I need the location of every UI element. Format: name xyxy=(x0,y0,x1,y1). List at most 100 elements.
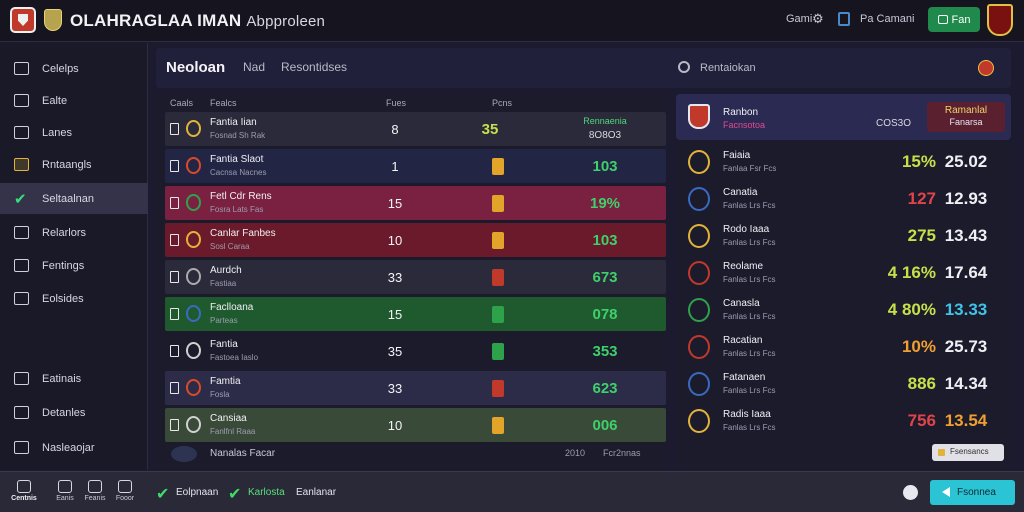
table-row[interactable]: Famtia Fosla 33 623 xyxy=(165,371,666,405)
status-label[interactable]: Eolpnaan xyxy=(176,487,219,498)
match-row[interactable]: Canasla Fanlas Lrs Fcs 4 80% 13.33 xyxy=(676,292,1011,328)
home-icon xyxy=(14,372,29,385)
check-icon: ✔ xyxy=(228,486,242,503)
col-header[interactable]: Caals xyxy=(170,98,194,108)
match-odds: 25.02 xyxy=(944,152,988,171)
col-header[interactable]: Fues xyxy=(386,98,407,108)
sidebar-item[interactable]: Rntaangls xyxy=(0,149,148,180)
footer-text[interactable]: Nanalas Facar xyxy=(210,448,276,459)
rank-icon xyxy=(170,197,179,209)
bottom-nav-label: Fooor xyxy=(115,495,135,502)
sidebar-item[interactable]: Detanles xyxy=(0,397,148,428)
team-crest-icon xyxy=(688,335,710,359)
match-code: COS3O xyxy=(876,118,912,129)
continue-button[interactable]: Fsonnea xyxy=(930,480,1015,505)
table-row[interactable]: Fetl Cdr Rens Fosra Lats Fas 15 19% xyxy=(165,186,666,220)
filter-pill[interactable]: Fsensancs xyxy=(932,444,1004,461)
match-stat: 4 16% xyxy=(887,263,936,282)
sidebar-item[interactable]: ✔ Seltaalnan xyxy=(0,183,148,214)
sidebar-item[interactable]: Eolsides xyxy=(0,283,148,314)
team-crest-icon xyxy=(186,342,201,359)
match-row[interactable]: Canatia Fanlas Lrs Fcs 127 12.93 xyxy=(676,181,1011,217)
form-chip-icon xyxy=(492,195,504,212)
match-team-sub: Fanlas Lrs Fcs xyxy=(723,423,776,432)
match-tag[interactable]: Ramanlal Fanarsa xyxy=(927,102,1005,132)
match-row[interactable]: Radis Iaaa Fanlas Lrs Fcs 756 13.54 xyxy=(676,403,1011,439)
chat-icon[interactable] xyxy=(903,485,918,500)
match-team-sub: Fanlas Lrs Fcs xyxy=(723,275,776,284)
table-row[interactable]: Faclloana Parteas 15 078 xyxy=(165,297,666,331)
col-header[interactable]: Pcns xyxy=(492,98,513,108)
footer-year: 2010 xyxy=(565,448,586,458)
card-icon[interactable] xyxy=(838,12,850,26)
match-row[interactable]: Fatanaen Fanlas Lrs Fcs 886 14.34 xyxy=(676,366,1011,402)
tab-overview[interactable]: Neoloan xyxy=(166,59,226,76)
sidebar-item[interactable]: Relarlors xyxy=(0,217,148,248)
check-icon: ✔ xyxy=(156,486,170,503)
sidebar-item[interactable]: Nasleaojar xyxy=(0,432,148,463)
check-icon: ✔ xyxy=(14,191,27,208)
notification-badge[interactable] xyxy=(978,60,994,76)
table-row[interactable]: Canlar Fanbes Sosl Caraa 10 103 xyxy=(165,223,666,257)
team-crest-icon xyxy=(688,409,710,433)
bottom-nav-item[interactable]: Eanis xyxy=(50,472,80,512)
search-label[interactable]: Rentaiokan xyxy=(700,62,756,74)
bottom-nav-label: Eanis xyxy=(56,495,74,502)
team-crest-icon xyxy=(186,120,201,137)
top-link[interactable]: Pa Camani xyxy=(860,13,915,25)
search-icon[interactable] xyxy=(678,61,690,73)
row-value: 35 xyxy=(481,121,499,138)
sidebar-item[interactable]: Eatinais xyxy=(0,363,148,394)
footer-link[interactable]: Fcr2nnas xyxy=(603,448,641,458)
club-shield-icon[interactable] xyxy=(10,7,36,33)
table-footer: Nanalas Facar 2010 Fcr2nnas xyxy=(165,444,666,466)
team-points: 10 xyxy=(387,233,403,248)
team-crest-icon xyxy=(186,157,201,174)
team-sub: Cacnsa Nacnes xyxy=(210,168,267,177)
status-label[interactable]: Eanlanar xyxy=(296,487,337,498)
team-name: Fetl Cdr Rens xyxy=(210,191,272,202)
match-row[interactable]: Rodo Iaaa Fanlas Lrs Fcs 275 13.43 xyxy=(676,218,1011,254)
gear-icon[interactable]: ⚙ xyxy=(812,11,824,26)
tab-third[interactable]: Resontidses xyxy=(281,60,348,74)
team-points: 15 xyxy=(387,196,403,211)
team-points: 8 xyxy=(391,122,399,137)
table-row[interactable]: Fantia Fastoea Iaslo 35 353 xyxy=(165,334,666,368)
team-sub: Fastiaa xyxy=(210,279,237,288)
team-name: Cansiaa xyxy=(210,413,247,424)
bottom-nav-item[interactable]: Feanis xyxy=(80,472,110,512)
sidebar-item[interactable]: Celelps xyxy=(0,53,148,84)
team-points: 33 xyxy=(387,381,403,396)
col-header[interactable]: Fealcs xyxy=(210,98,237,108)
table-row[interactable]: Fantia Iian Fosnad Sh Rak 8 Rennaenia 8O8O3 3… xyxy=(165,112,666,146)
nav-icon xyxy=(17,480,31,493)
table-row[interactable]: Cansiaa Fanlfnl Raaa 10 006 xyxy=(165,408,666,442)
game-link[interactable]: Gami xyxy=(786,13,813,25)
match-row[interactable]: Racatian Fanlas Lrs Fcs 10% 25.73 xyxy=(676,329,1011,365)
team-sub: Sosl Caraa xyxy=(210,242,250,251)
nav-icon xyxy=(58,480,72,493)
tab-second[interactable]: Nad xyxy=(243,60,266,74)
sidebar-item-label: Ealte xyxy=(42,94,68,107)
main-content: Neoloan Nad Resontidses Rentaiokan Caals… xyxy=(156,48,1011,470)
rank-icon xyxy=(170,382,179,394)
status-label[interactable]: Karlosta xyxy=(248,487,285,498)
arrow-left-icon xyxy=(942,487,950,497)
sidebar-item[interactable]: Fentings xyxy=(0,250,148,281)
sidebar-item[interactable]: Ealte xyxy=(0,85,148,116)
table-row[interactable]: Aurdch Fastiaa 33 673 xyxy=(165,260,666,294)
match-panel-header[interactable]: Ranbon Facnsotoa COS3O Ramanlal Fanarsa xyxy=(676,94,1011,140)
table-row[interactable]: Fantia Slaot Cacnsa Nacnes 1 103 xyxy=(165,149,666,183)
sidebar-item-label: Fentings xyxy=(42,259,85,272)
team-sub: Parteas xyxy=(210,316,238,325)
match-row[interactable]: Faiaia Fanlaa Fsr Fcs 15% 25.02 xyxy=(676,144,1011,180)
club-crest-icon[interactable] xyxy=(987,4,1013,36)
team-sub: Fanlfnl Raaa xyxy=(210,427,256,436)
match-row[interactable]: Reolame Fanlas Lrs Fcs 4 16% 17.64 xyxy=(676,255,1011,291)
fan-button[interactable]: Fan xyxy=(928,7,980,32)
match-stat: 10% xyxy=(901,337,936,356)
bottom-nav-item[interactable]: Centnis xyxy=(9,472,39,512)
sidebar-item[interactable]: Lanes xyxy=(0,117,148,148)
match-team-name: Rodo Iaaa xyxy=(723,224,770,235)
bottom-nav-item[interactable]: Fooor xyxy=(110,472,140,512)
